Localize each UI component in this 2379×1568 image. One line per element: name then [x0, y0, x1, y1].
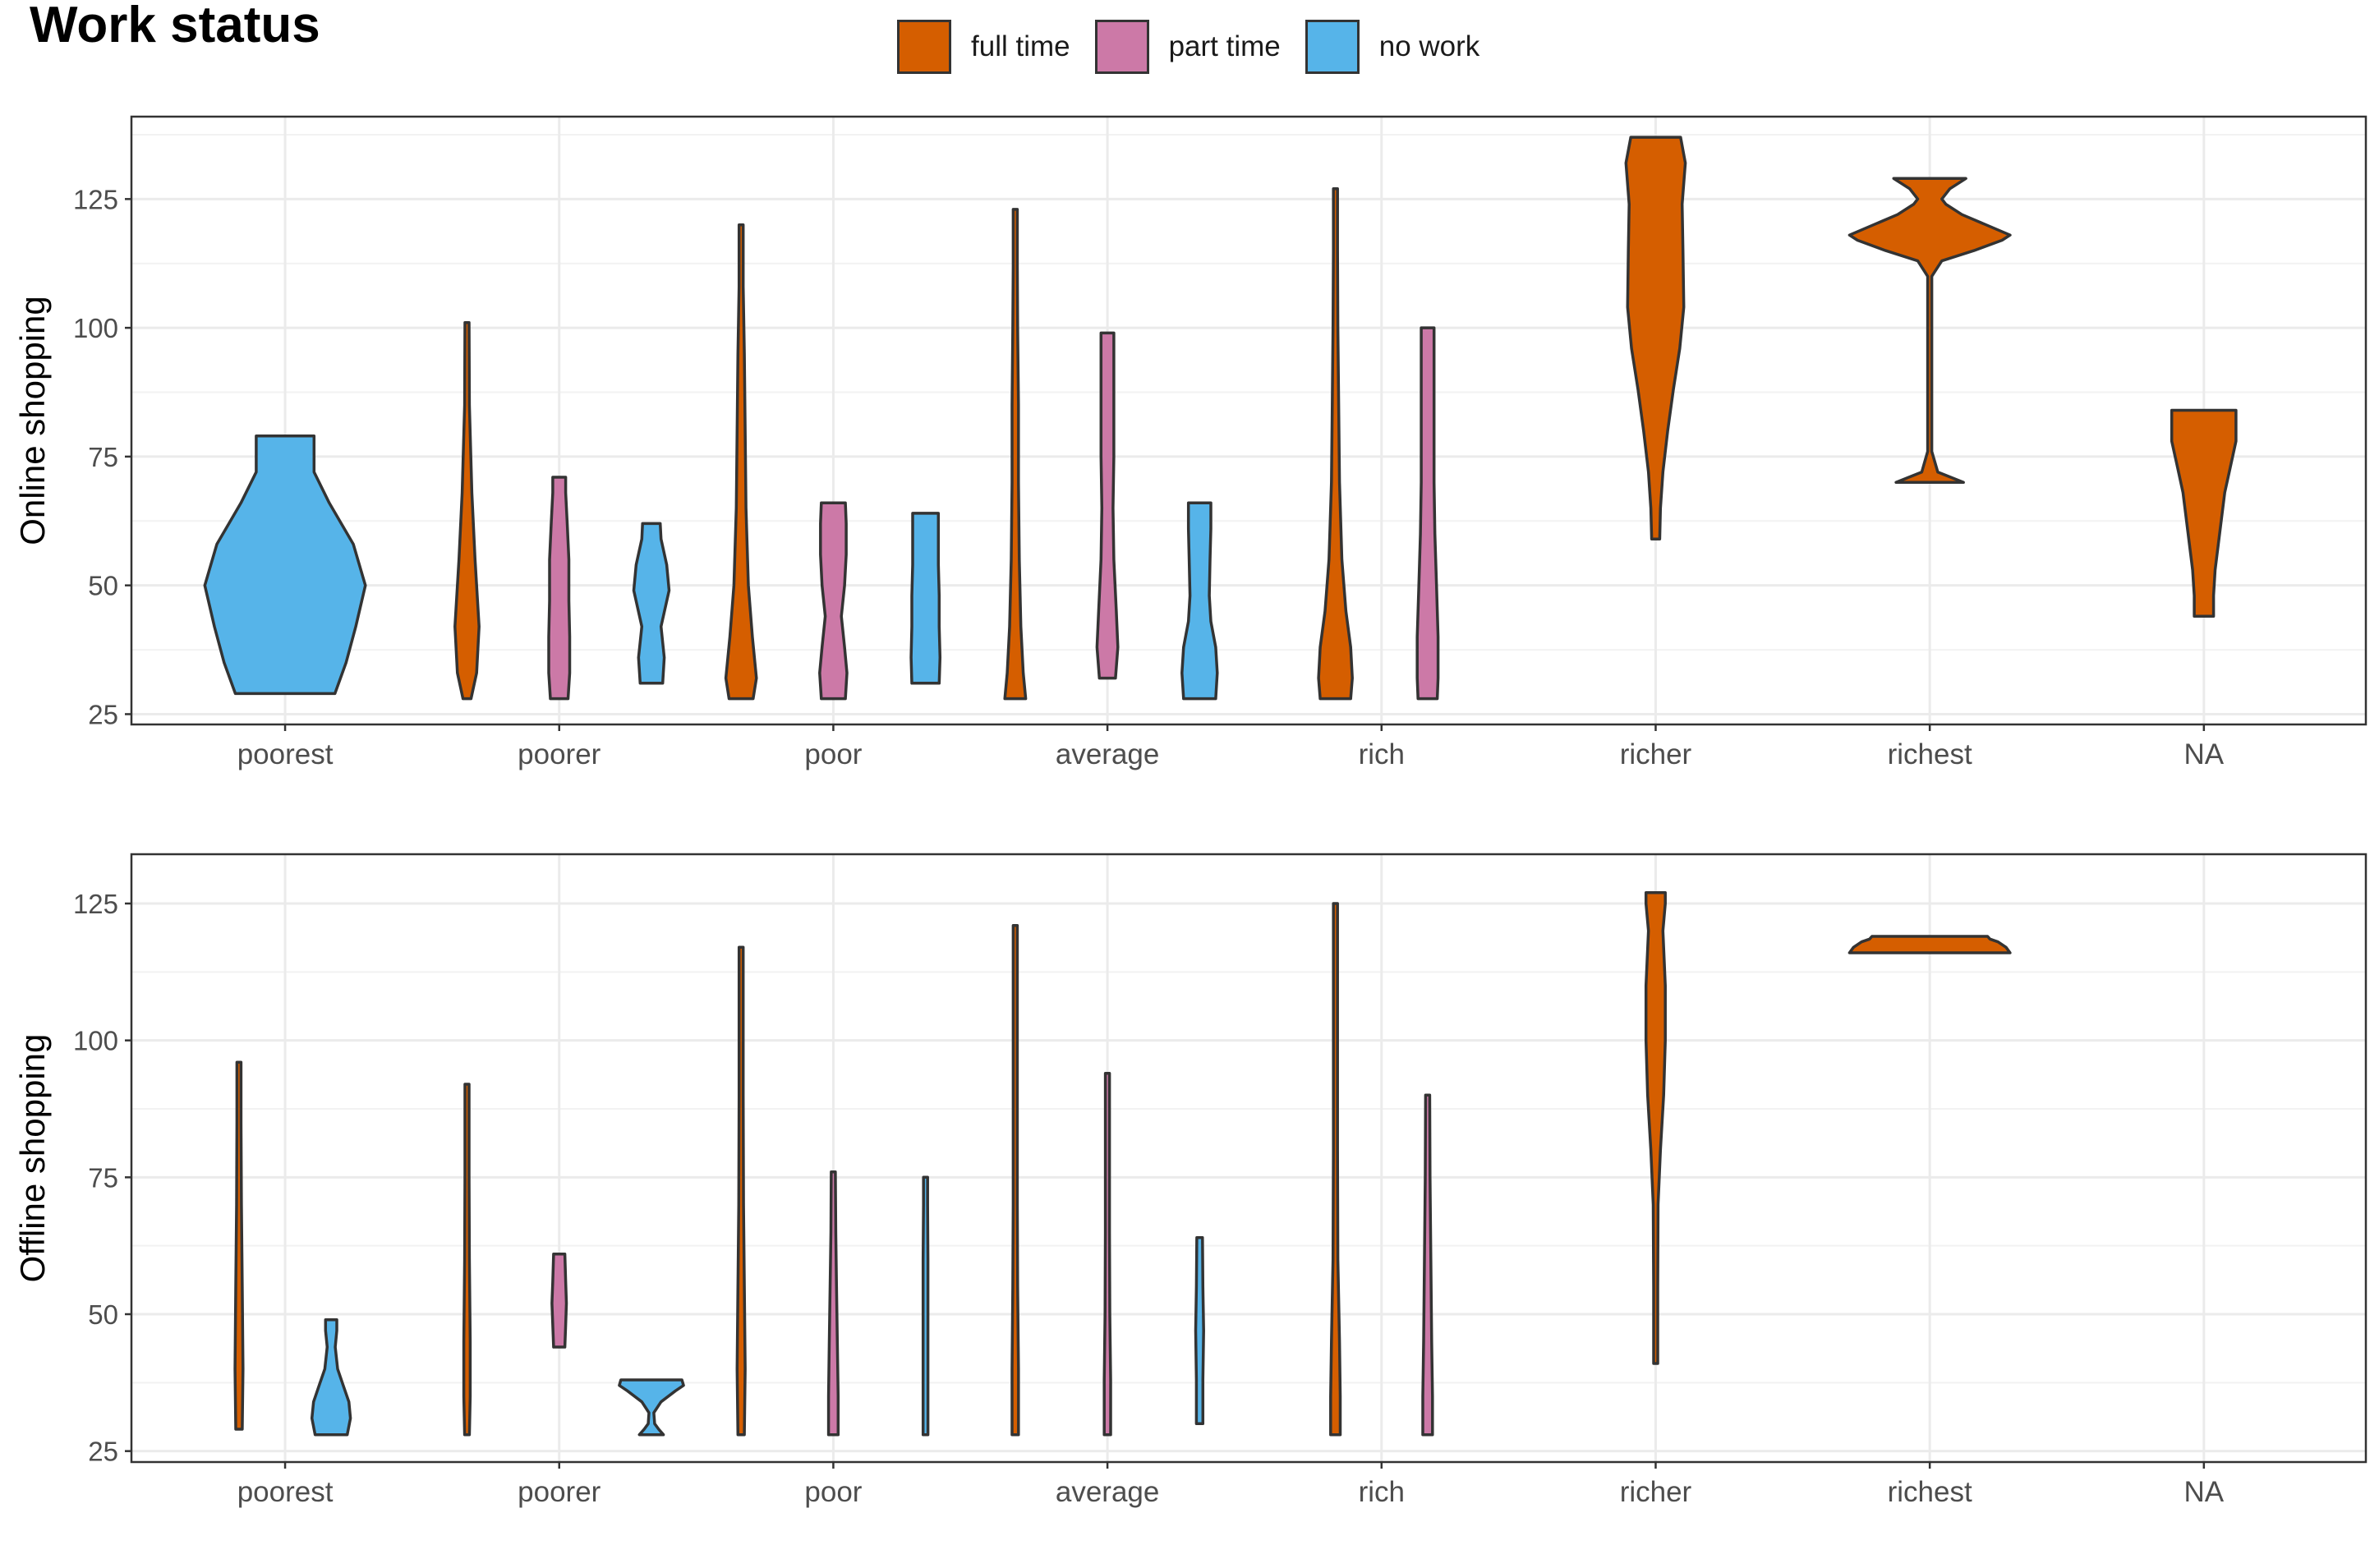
legend-item-part-time: part time — [1094, 20, 1281, 74]
x-tick-label: average — [1056, 1476, 1159, 1508]
violin-poorer-no-work — [632, 522, 671, 685]
x-tick-label: richer — [1620, 738, 1692, 770]
violin-poor-full-time — [735, 945, 747, 1437]
violin-richest-full-time — [1848, 935, 2012, 954]
violin-poor-part-time — [826, 1170, 840, 1437]
x-tick-label: rich — [1359, 1476, 1405, 1508]
violin-poorer-part-time — [550, 1252, 568, 1349]
violin-average-no-work — [1194, 1235, 1205, 1426]
x-tick-label: poorer — [518, 1476, 601, 1508]
x-tick-label: rich — [1359, 738, 1405, 770]
violin-rich-full-time — [1329, 902, 1342, 1437]
y-tick-label: 25 — [88, 1437, 118, 1467]
violin-richer-full-time — [1644, 890, 1667, 1365]
violin-rich-part-time — [1421, 1093, 1434, 1437]
violin-poorer-full-time — [462, 1083, 472, 1437]
y-tick-label: 125 — [73, 184, 118, 214]
y-axis-title: Online shopping — [13, 296, 52, 545]
legend-key-no-work — [1305, 20, 1360, 74]
violin-poorer-no-work — [618, 1378, 685, 1437]
panel-2: 25 50 75 100 125 poorest poorer poor average rich… — [13, 853, 2367, 1508]
x-tick-label: poorest — [237, 1476, 334, 1508]
violin-rich-part-time — [1415, 326, 1440, 701]
y-tick-label: 50 — [88, 571, 118, 601]
y-tick-label: 50 — [88, 1299, 118, 1330]
legend-key-part-time — [1094, 20, 1149, 74]
x-tick-label: poor — [804, 1476, 862, 1508]
violin-average-full-time — [1003, 208, 1028, 701]
panel-background — [131, 117, 2366, 724]
violin-average-part-time — [1102, 1071, 1112, 1437]
panel-background — [131, 854, 2366, 1462]
x-tick-label: poorest — [237, 738, 334, 770]
x-tick-label: richer — [1620, 1476, 1692, 1508]
x-tick-label: poor — [804, 738, 862, 770]
violin-poorer-part-time — [547, 476, 572, 701]
chart-title: Work status — [30, 0, 320, 53]
legend-item-full-time: full time — [897, 20, 1070, 74]
violin-richest-full-time — [1848, 177, 2012, 485]
y-tick-label: 100 — [73, 1026, 118, 1056]
violin-poor-no-work — [921, 1175, 930, 1437]
violin-poor-full-time — [724, 223, 758, 701]
y-tick-label: 75 — [88, 442, 118, 472]
x-tick-label: NA — [2184, 738, 2225, 770]
violin-average-part-time — [1095, 331, 1120, 680]
legend: full time part time no work — [897, 18, 1504, 76]
violin-richer-full-time — [1624, 136, 1687, 540]
x-tick-label: poorer — [518, 738, 601, 770]
violin-poorest-no-work — [310, 1317, 352, 1437]
violin-poorest-no-work — [203, 435, 367, 696]
violin-average-no-work — [1180, 501, 1219, 701]
legend-key-full-time — [897, 20, 951, 74]
violin-poorest-full-time — [233, 1060, 245, 1431]
panel-border — [130, 115, 2367, 726]
violin-na-full-time — [2170, 408, 2238, 618]
panel-1: 25 50 75 100 125 poorest poorer poor average rich… — [13, 115, 2367, 770]
y-tick-label: 25 — [88, 699, 118, 729]
violin-poor-part-time — [818, 501, 849, 701]
legend-label-part-time: part time — [1168, 30, 1281, 62]
y-axis-title: Offline shopping — [13, 1034, 52, 1283]
violin-rich-full-time — [1317, 187, 1354, 701]
violin-poorer-full-time — [453, 321, 481, 701]
x-tick-label: richest — [1888, 738, 1972, 770]
y-tick-label: 75 — [88, 1162, 118, 1193]
legend-label-full-time: full time — [971, 30, 1070, 62]
x-tick-label: NA — [2184, 1476, 2225, 1508]
violin-poor-no-work — [909, 512, 942, 685]
panel-border — [130, 853, 2367, 1464]
y-tick-label: 100 — [73, 313, 118, 343]
legend-item-no-work: no work — [1305, 20, 1480, 74]
x-tick-label: richest — [1888, 1476, 1972, 1508]
legend-label-no-work: no work — [1378, 30, 1480, 62]
violin-average-full-time — [1010, 923, 1020, 1437]
y-tick-label: 125 — [73, 889, 118, 919]
x-tick-label: average — [1056, 738, 1159, 770]
